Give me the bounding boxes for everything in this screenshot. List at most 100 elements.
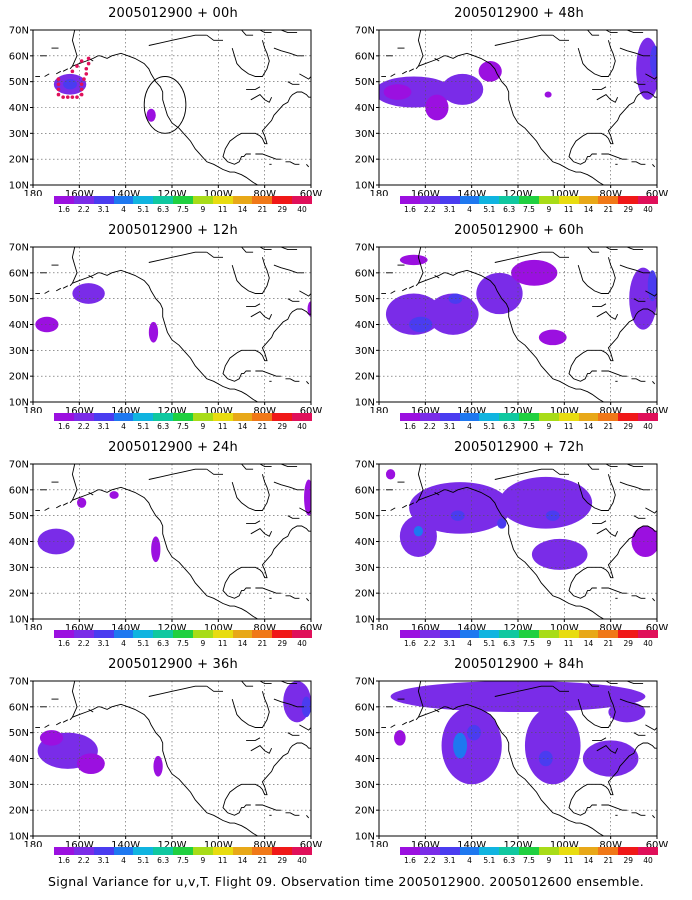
map-plot: 180 160W 140W 120W 100W 80W 60W 10N 20N 30N 40N 50N… [355,677,669,848]
colorbar-label: 3.1 [97,205,110,214]
colorbar-label: 6.3 [503,205,516,214]
colorbar-swatches [400,847,658,855]
coastline [401,504,408,509]
colorbar-swatch [499,847,520,855]
x-tick-label: 60W [300,189,323,196]
colorbar-label: 3.1 [97,856,110,865]
variance-region [39,730,64,746]
coastline [241,525,311,579]
colorbar-label: 7.5 [177,639,189,648]
colorbar-swatch [419,630,440,638]
coastline [552,685,569,692]
coastline [446,269,604,402]
coastline [619,47,651,57]
colorbar: 1.6 2.2 3.1 4 5.1 6.3 7.5 9 11 14 21 29 40 [400,196,658,218]
coastline [494,34,553,46]
colorbar-label: 4 [121,856,126,865]
coastline [645,73,657,80]
coastline [417,247,424,284]
y-tick-label: 50N [355,728,375,739]
variance-region [153,755,163,777]
colorbar-swatches [54,847,312,855]
coastline [633,298,646,302]
coastline [577,691,616,728]
y-tick-label: 10N [9,615,29,626]
colorbar: 1.6 2.2 3.1 4 5.1 6.3 7.5 9 11 14 21 29 40 [54,630,312,652]
panel-title: 2005012900 + 72h [454,440,584,455]
colorbar-swatch [232,847,253,855]
y-tick-label: 30N [355,346,375,357]
coastline [415,65,419,70]
coastline [587,464,600,470]
colorbar-labels: 1.6 2.2 3.1 4 5.1 6.3 7.5 9 11 14 21 29 40 [400,204,658,214]
colorbar-swatch [173,847,193,855]
observation-point [56,77,61,81]
map-content [379,464,657,619]
coastline [206,685,223,692]
coastline [287,732,300,736]
observation-point [82,77,86,81]
x-tick-label: 60W [300,840,323,847]
colorbar-label: 5.1 [137,639,150,648]
map-content [33,247,311,402]
figure-caption: Signal Variance for u,v,T. Flight 09. Ob… [47,874,645,889]
y-tick-label: 10N [355,181,375,192]
variance-region [63,79,78,90]
coastline [401,721,408,726]
colorbar-labels: 1.6 2.2 3.1 4 5.1 6.3 7.5 9 11 14 21 29 40 [54,638,312,648]
x-tick-label: 100W [550,189,579,196]
coastline [446,486,604,619]
coastline [592,520,607,524]
panel-title: 2005012900 + 60h [454,223,584,238]
coastline [408,285,415,289]
observation-point [70,95,75,99]
x-tick-label: 160W [411,840,440,847]
coastline [206,251,223,258]
coastline [250,745,273,754]
variance-region [478,61,502,82]
colorbar-label: 5.1 [483,205,496,214]
coastline [605,464,618,468]
x-tick-label: 60W [646,623,669,630]
coastline [148,468,207,480]
colorbar-label: 2.2 [77,422,90,431]
variance-region [538,329,567,346]
x-tick-label: 180 [369,840,388,847]
y-tick-label: 40N [355,754,375,765]
y-tick-label: 40N [355,320,375,331]
coastline [62,719,69,723]
variance-region [476,272,523,315]
x-tick-label: 120W [158,189,187,196]
variance-region [545,510,560,521]
x-tick-label: 80W [599,840,622,847]
coastline [587,308,657,362]
colorbar-labels: 1.6 2.2 3.1 4 5.1 6.3 7.5 9 11 14 21 29 40 [54,421,312,431]
coastline [287,298,300,302]
colorbar-swatch [212,413,233,421]
variance-region [399,254,428,266]
colorbar-labels: 1.6 2.2 3.1 4 5.1 6.3 7.5 9 11 14 21 29 40 [400,638,658,648]
coastline [417,30,424,67]
x-tick-label: 180 [369,189,388,196]
colorbar-label: 9 [200,856,206,865]
x-tick-label: 80W [599,406,622,413]
colorbar-swatch [519,847,539,855]
colorbar-swatch [153,196,174,204]
variance-region [72,283,105,304]
variance-region [497,518,507,529]
coastline [306,815,310,819]
coastline [633,81,646,85]
observation-point [75,95,79,99]
coastline [418,489,447,501]
colorbar-swatch [638,847,658,855]
colorbar-swatch [173,196,193,204]
coastline [273,47,305,57]
coastline [587,681,600,687]
map-plot: 180 160W 140W 120W 100W 80W 60W 10N 20N 30N 40N 50N… [355,243,669,414]
x-tick-label: 140W [457,189,486,196]
map-panel-p24: 2005012900 + 24h 180 160W 140W 120W 100W 80W 60… [0,434,346,651]
colorbar-swatch [558,847,579,855]
colorbar-swatch [272,630,293,638]
y-tick-label: 50N [9,511,29,522]
coastline [72,272,101,284]
